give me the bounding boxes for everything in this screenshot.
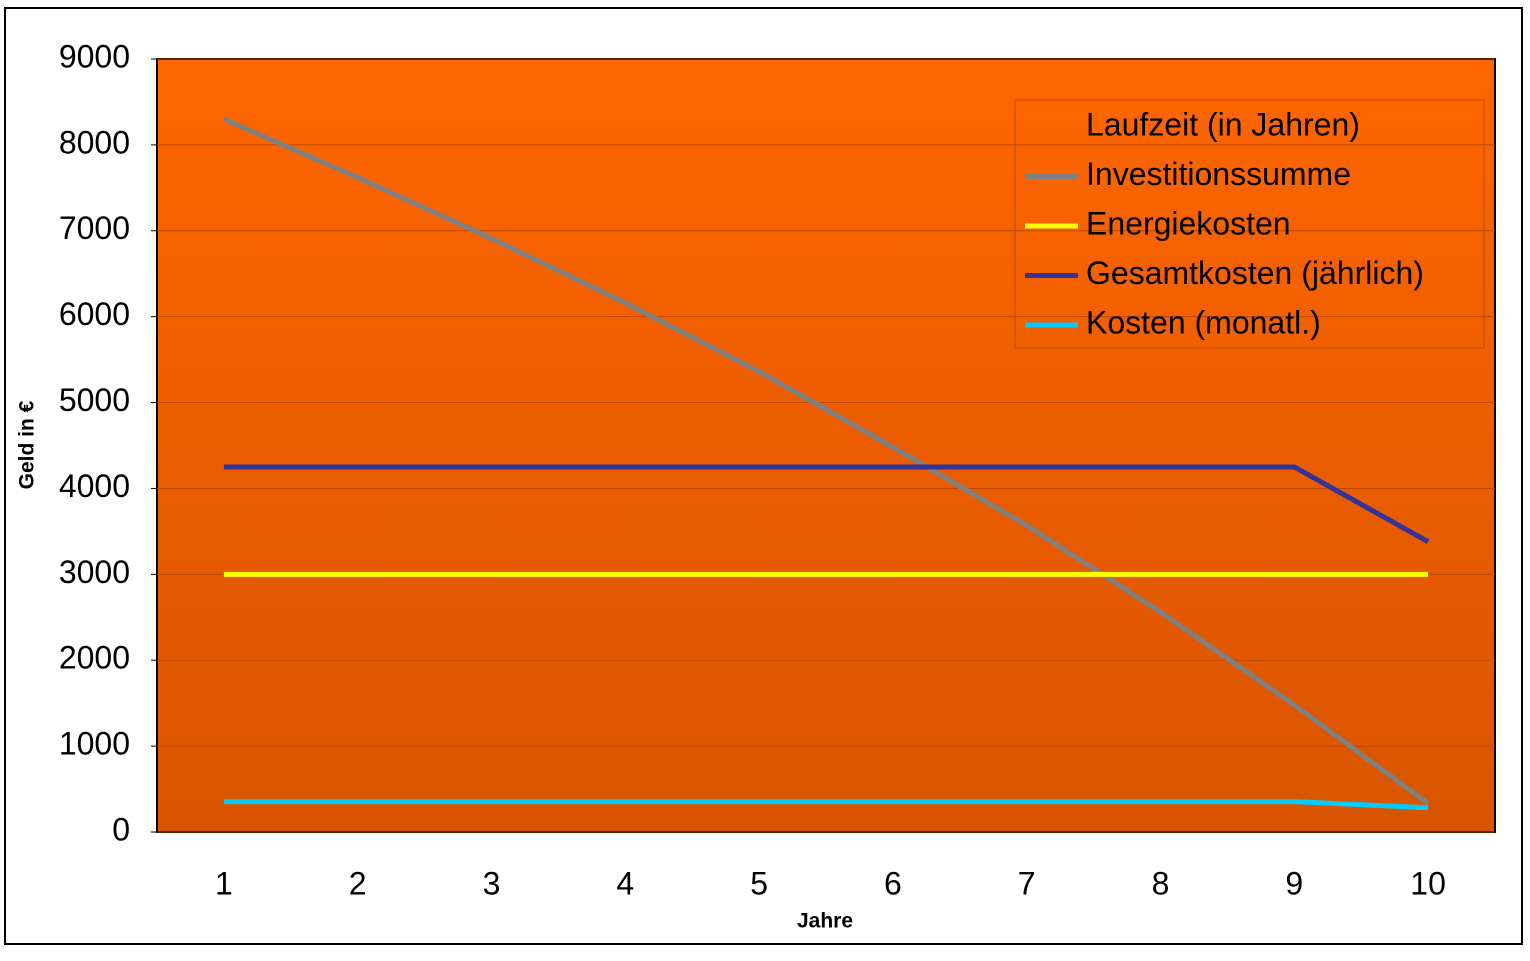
data-line [223, 464, 1430, 544]
legend-label: Investitionssumme [1086, 156, 1351, 192]
x-tick-label: 3 [483, 865, 501, 901]
x-tick-label: 5 [750, 865, 768, 901]
x-tick-label: 10 [1410, 865, 1446, 901]
x-tick-label: 9 [1285, 865, 1303, 901]
x-tick-label: 4 [616, 865, 634, 901]
legend-label: Energiekosten [1086, 205, 1291, 241]
legend-box [1014, 99, 1485, 349]
y-tick-label: 3000 [59, 554, 130, 590]
y-axis-title: Geld in € [16, 400, 39, 489]
y-tick-label: 9000 [59, 38, 130, 74]
x-tick-label: 8 [1152, 865, 1170, 901]
legend-label: Kosten (monatl.) [1086, 304, 1321, 340]
data-line [222, 116, 1430, 806]
legend-label: Gesamtkosten (jährlich) [1086, 255, 1424, 291]
x-axis-title: Jahre [797, 910, 853, 933]
legend-label: Laufzeit (in Jahren) [1086, 106, 1360, 142]
y-tick-label: 6000 [59, 296, 130, 332]
x-tick-label: 1 [215, 865, 233, 901]
y-tick-label: 8000 [59, 124, 130, 160]
x-tick-label: 2 [349, 865, 367, 901]
y-tick-label: 0 [112, 811, 130, 847]
data-line [223, 799, 1429, 811]
y-tick-label: 1000 [59, 726, 130, 762]
x-tick-label: 6 [884, 865, 902, 901]
y-tick-label: 4000 [59, 468, 130, 504]
y-tick-label: 5000 [59, 382, 130, 418]
y-tick-label: 2000 [59, 640, 130, 676]
y-tick-label: 7000 [59, 210, 130, 246]
x-tick-label: 7 [1018, 865, 1036, 901]
